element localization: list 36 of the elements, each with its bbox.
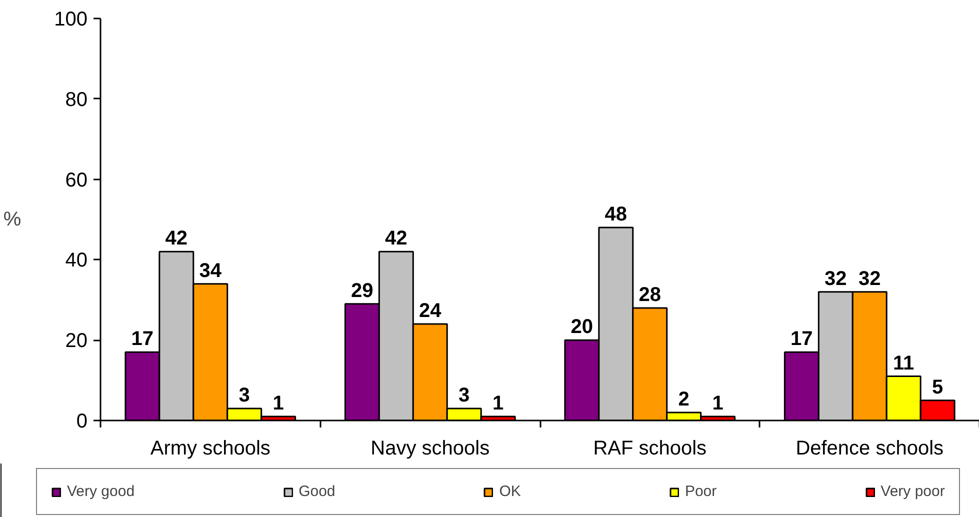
y-tick-label: 100 <box>54 8 88 30</box>
x-tick-label: Navy schools <box>370 438 490 460</box>
data-label: 29 <box>351 280 374 302</box>
data-label: 3 <box>238 384 250 406</box>
data-label: 1 <box>492 392 504 414</box>
y-tick-label: 20 <box>65 330 88 352</box>
y-tick-label: 40 <box>65 250 88 272</box>
data-label: 42 <box>165 228 188 250</box>
data-label: 1 <box>272 392 284 414</box>
legend-label: OK <box>499 483 521 500</box>
x-tick-label: Defence schools <box>796 438 944 460</box>
data-label: 42 <box>385 228 408 250</box>
data-label: 17 <box>790 328 813 350</box>
x-tick-label: Army schools <box>150 438 270 460</box>
y-tick-label: 60 <box>65 169 88 192</box>
data-label: 3 <box>458 384 470 406</box>
legend-label: Good <box>298 483 336 500</box>
data-label: 17 <box>131 328 154 350</box>
data-label: 34 <box>199 260 222 282</box>
data-label: 24 <box>419 300 442 322</box>
legend-label: Poor <box>684 483 717 500</box>
x-tick-label: RAF schools <box>593 438 707 460</box>
data-label: 32 <box>858 268 881 290</box>
data-label: 28 <box>638 284 661 306</box>
y-tick-label: 0 <box>76 410 88 432</box>
data-label: 1 <box>712 392 724 414</box>
data-label: 20 <box>570 316 594 338</box>
data-label: 32 <box>824 268 847 290</box>
y-axis-title: % <box>3 208 22 230</box>
data-label: 5 <box>932 376 944 398</box>
y-tick-label: 80 <box>65 88 88 111</box>
data-label: 48 <box>604 204 628 226</box>
legend-label: Very good <box>67 483 135 500</box>
legend-label: Very poor <box>880 483 945 500</box>
data-label: 11 <box>893 352 914 374</box>
data-label: 2 <box>678 388 690 410</box>
